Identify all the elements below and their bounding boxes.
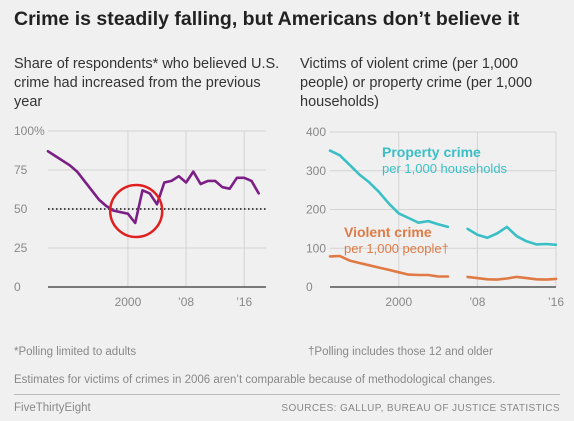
poll-y-tick-label: 100% [14, 124, 45, 138]
footnote-left: *Polling limited to adults [14, 346, 137, 358]
poll-y-tick-label: 25 [14, 241, 28, 255]
poll-y-tick-label: 75 [14, 163, 28, 177]
crime-y-tick-label: 0 [306, 280, 313, 294]
footnote-right: †Polling includes those 12 and older [308, 346, 493, 358]
left-chart-title: Share of respondents* who believed U.S. … [14, 56, 280, 110]
crime-y-tick-label: 400 [306, 125, 326, 139]
property-crime-label: Property crime [382, 144, 481, 160]
footer-divider [14, 394, 560, 395]
sources-label: SOURCES: GALLUP, BUREAU OF JUSTICE STATI… [281, 403, 560, 414]
crime-x-tick-label: ’16 [548, 295, 564, 309]
methodology-note: Estimates for victims of crimes in 2006 … [14, 374, 496, 386]
violent-crime-line [466, 275, 558, 281]
poll-series-line [46, 150, 260, 225]
poll-x-tick-label: 2000 [115, 295, 142, 309]
property-crime-sublabel: per 1,000 households [382, 161, 508, 176]
brand-label: FiveThirtyEight [14, 402, 91, 414]
chart-headline: Crime is steadily falling, but Americans… [14, 8, 520, 30]
crime-y-tick-label: 200 [306, 203, 326, 217]
violent-crime-line [328, 254, 450, 278]
poll-x-tick-label: ’16 [236, 295, 252, 309]
crime-y-tick-label: 100 [306, 241, 326, 255]
crime-x-tick-label: ’08 [469, 295, 485, 309]
highlight-circle [108, 183, 164, 239]
property-crime-line [328, 149, 450, 229]
crime-y-tick-label: 300 [306, 164, 326, 178]
poll-y-tick-label: 0 [14, 280, 21, 294]
poll-y-tick-label: 50 [14, 202, 28, 216]
violent-crime-label: Violent crime [344, 224, 432, 240]
crime-x-tick-label: 2000 [385, 295, 412, 309]
poll-x-tick-label: ’08 [178, 295, 194, 309]
property-crime-line [466, 225, 558, 247]
violent-crime-sublabel: per 1,000 people† [344, 241, 449, 256]
right-chart-title: Victims of violent crime (per 1,000 peop… [300, 56, 533, 110]
